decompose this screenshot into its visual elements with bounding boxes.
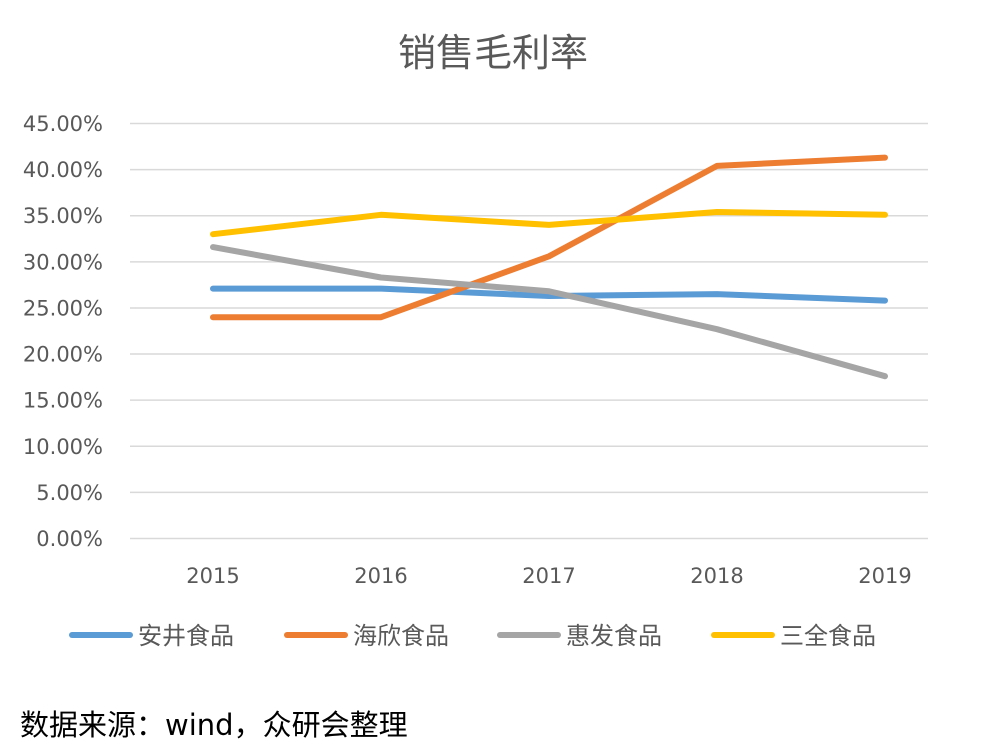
- source-note: 数据来源：wind，众研会整理: [20, 708, 408, 742]
- x-tick-label: 2016: [354, 564, 407, 588]
- y-tick-label: 35.00%: [23, 204, 103, 228]
- x-tick-label: 2018: [690, 564, 743, 588]
- y-tick-label: 20.00%: [23, 343, 103, 367]
- y-tick-label: 30.00%: [23, 250, 103, 274]
- legend-label: 惠发食品: [566, 622, 662, 650]
- legend-label: 安井食品: [138, 622, 234, 650]
- y-tick-label: 10.00%: [23, 435, 103, 459]
- legend: 安井食品 海欣食品 惠发食品 三全食品: [69, 622, 876, 650]
- series-line: [210, 154, 888, 321]
- x-axis-ticks: 2015 2016 2017 2018 2019: [186, 564, 911, 588]
- y-tick-label: 0.00%: [36, 527, 103, 551]
- legend-label: 海欣食品: [353, 622, 449, 650]
- chart: 销售毛利率 0.00% 5.00% 10.00% 15.00% 20.00% 25.00%…: [23, 31, 928, 650]
- x-tick-label: 2019: [858, 564, 911, 588]
- x-tick-label: 2017: [522, 564, 575, 588]
- series-line: [210, 244, 888, 380]
- gridlines: [130, 122, 928, 540]
- legend-label: 三全食品: [780, 622, 876, 650]
- x-tick-label: 2015: [186, 564, 239, 588]
- y-tick-label: 15.00%: [23, 389, 103, 413]
- series-line: [210, 285, 888, 304]
- y-tick-label: 45.00%: [23, 112, 103, 136]
- series-lines: [210, 154, 888, 380]
- y-tick-label: 25.00%: [23, 296, 103, 320]
- chart-title: 销售毛利率: [398, 31, 588, 75]
- y-axis-ticks: 0.00% 5.00% 10.00% 15.00% 20.00% 25.00% 30.00%…: [23, 112, 103, 551]
- y-tick-label: 5.00%: [36, 481, 103, 505]
- y-tick-label: 40.00%: [23, 158, 103, 182]
- series-line: [210, 209, 888, 238]
